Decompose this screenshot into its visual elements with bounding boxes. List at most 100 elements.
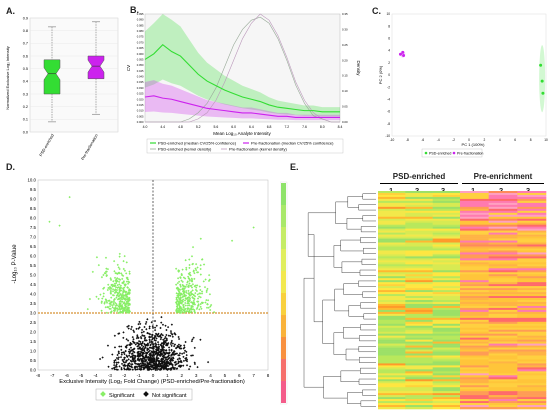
heatmap-cell <box>432 395 461 398</box>
dendrogram-branch <box>346 218 363 230</box>
heatmap-cell <box>405 339 433 342</box>
heatmap-cell <box>460 252 489 255</box>
heatmap-cell <box>432 282 461 285</box>
heatmap-cell <box>432 262 461 265</box>
heatmap-cell <box>460 284 489 287</box>
volcano-point-nonsignificant <box>153 319 157 323</box>
heatmap-cell <box>517 226 547 229</box>
volcano-point-significant <box>185 297 188 300</box>
dendrogram-branch <box>341 261 362 273</box>
heatmap-cell <box>460 286 489 289</box>
heatmap-cell <box>460 230 489 233</box>
heatmap-cell <box>488 333 518 336</box>
heatmap-cell <box>517 361 547 364</box>
volcano-point-nonsignificant <box>167 367 171 371</box>
volcano-point-significant <box>190 255 194 258</box>
heatmap-cell <box>378 345 406 348</box>
heatmap-cell <box>432 321 461 325</box>
dendrogram-branch <box>361 258 376 265</box>
heatmap-cell <box>405 349 433 352</box>
volcano-point-nonsignificant <box>138 359 141 362</box>
dendrogram-branch <box>362 193 376 200</box>
boxplot-category-label: Pre-fractionation <box>80 133 99 160</box>
volcano-point-significant <box>118 255 121 258</box>
heatmap-cell <box>517 315 547 319</box>
heatmap-cell <box>460 311 489 315</box>
volcano-point-nonsignificant <box>170 349 173 352</box>
heatmap-cell <box>517 294 547 297</box>
heatmap-cell <box>517 349 547 352</box>
cv-ytick-left: 0.085 <box>137 23 144 27</box>
heatmap-cell <box>378 317 406 321</box>
heatmap-cell <box>432 210 461 214</box>
heatmap-cell <box>488 260 518 263</box>
heatmap-cell <box>432 343 461 346</box>
heatmap-cell <box>488 343 518 346</box>
volcano-point-significant <box>104 272 107 275</box>
heatmap-cell <box>432 256 461 259</box>
volcano-point-significant <box>177 287 180 290</box>
pca-xtick: -10 <box>390 138 395 142</box>
cv-line-pre-median <box>144 95 340 119</box>
boxplot-ytick: 0.7 <box>23 42 28 46</box>
volcano-point-significant <box>194 292 197 295</box>
volcano-point-significant <box>199 267 202 271</box>
volcano-point-nonsignificant <box>176 345 179 349</box>
cv-ytick-left: 0.045 <box>137 69 144 73</box>
cv-ytick-right: 0.25 <box>342 43 348 47</box>
heatmap-cell <box>460 264 489 267</box>
heatmap-cell <box>488 321 518 325</box>
volcano-point-nonsignificant <box>138 343 141 346</box>
heatmap-cell <box>517 347 547 350</box>
heatmap-cell <box>488 365 518 368</box>
boxplot-ytick: 0.5 <box>23 67 28 71</box>
volcano-point-nonsignificant <box>140 331 143 334</box>
cv-xtick: 4.0 <box>143 125 148 129</box>
heatmap-cell <box>405 194 433 198</box>
volcano-point-significant <box>230 239 234 242</box>
volcano-point-significant <box>196 266 199 269</box>
cv-ylabel-right: Density <box>356 60 361 76</box>
volcano-point-significant <box>191 302 194 305</box>
heatmap-cell <box>378 266 406 269</box>
heatmap-cell <box>432 391 461 394</box>
heatmap-cell <box>460 198 489 202</box>
heatmap-cell <box>405 343 433 346</box>
cv-band-pre <box>145 80 340 121</box>
volcano-point-nonsignificant <box>133 341 136 344</box>
heatmap-cell <box>432 192 461 196</box>
heatmap-cell <box>460 375 489 378</box>
pca-ytick: -6 <box>387 110 390 114</box>
heatmap-cell <box>405 226 433 229</box>
volcano-point-significant <box>190 290 193 293</box>
heatmap-cell <box>460 276 489 279</box>
heatmap-cell <box>405 403 433 406</box>
cv-xtick: 6.8 <box>267 125 272 129</box>
volcano-point-nonsignificant <box>152 345 155 348</box>
heatmap-cell <box>378 296 406 299</box>
heatmap-cell <box>517 391 547 394</box>
volcano-point-nonsignificant <box>137 322 140 326</box>
heatmap-cell <box>405 268 433 271</box>
volcano-point-significant <box>208 278 211 281</box>
heatmap-cell <box>432 246 461 249</box>
volcano-point-significant <box>184 304 187 307</box>
boxplot-ytick: 0.2 <box>23 105 28 109</box>
heatmap-cell <box>517 272 547 275</box>
heatmap-cell <box>460 208 489 212</box>
heatmap-cell <box>460 236 489 239</box>
heatmap-scale-cell <box>281 238 286 244</box>
heatmap-cell <box>460 260 489 263</box>
heatmap-cell <box>488 262 518 265</box>
volcano-point-nonsignificant <box>167 364 170 368</box>
heatmap-cell <box>460 234 489 237</box>
heatmap-cell <box>432 232 461 235</box>
volcano-point-nonsignificant <box>148 325 151 328</box>
pca-xtick: -2 <box>452 138 455 142</box>
heatmap-cell <box>488 272 518 275</box>
heatmap-scale-cell <box>281 221 286 227</box>
volcano-point-significant <box>113 289 117 292</box>
heatmap-cell <box>517 262 547 265</box>
heatmap-cell <box>378 321 406 325</box>
heatmap-cell <box>432 266 461 269</box>
